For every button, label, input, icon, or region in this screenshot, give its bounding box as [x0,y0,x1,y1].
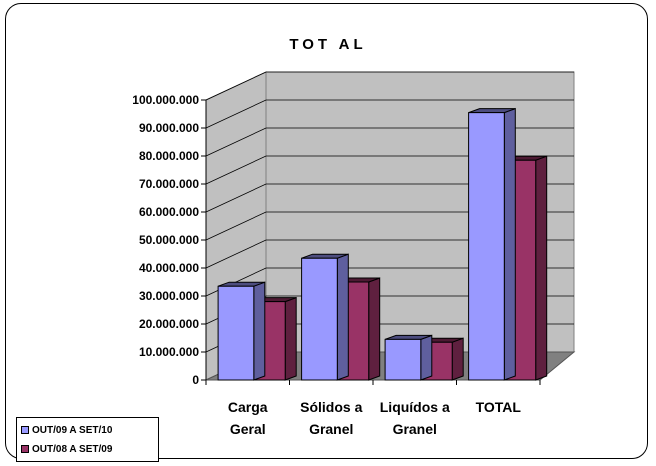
bar-series-1-cat-2 [301,257,338,381]
x-tick-label: Liquídos a [380,399,450,415]
y-tick-label: 30.000.000 [139,289,199,303]
y-tick-label: 10.000.000 [139,345,199,359]
x-tick-label: Sólidos a [300,399,362,415]
bar-series-1-cat-1-side [253,281,266,381]
bar-series-2-cat-1-side [284,296,297,381]
y-tick-label: 40.000.000 [139,261,199,275]
y-tick-label: 0 [192,373,199,387]
legend-label-series-1: OUT/09 A SET/10 [32,424,113,436]
bar-series-1-cat-4 [468,112,505,381]
y-tick-label: 20.000.000 [139,317,199,331]
x-tick-label: Geral [230,421,266,437]
bar-series-2-cat-4-side [535,155,548,381]
x-tick-label: Granel [393,421,437,437]
gridline [205,71,574,101]
y-tick-label: 90.000.000 [139,121,199,135]
x-tick-label: TOTAL [476,399,522,415]
y-tick-label: 70.000.000 [139,177,199,191]
gridline [205,99,574,129]
y-tick-label: 60.000.000 [139,205,199,219]
legend-swatch-series-1 [21,426,29,434]
legend-swatch-series-2 [21,445,29,453]
legend-item-series-1: OUT/09 A SET/10 [21,424,112,436]
legend: OUT/09 A SET/10 OUT/08 A SET/09 [16,417,159,462]
bar-series-1-cat-4-side [503,107,516,381]
bar-series-2-cat-2-side [368,277,381,381]
y-tick-label: 50.000.000 [139,233,199,247]
bar-series-1-cat-2-side [336,253,349,381]
bar-series-1-cat-3 [384,338,422,381]
bar-series-1-cat-3-side [420,334,433,381]
chart-title: TOT AL [289,36,367,53]
x-tick-label: Granel [309,421,353,437]
y-tick-label: 100.000.000 [132,93,199,107]
legend-label-series-2: OUT/08 A SET/09 [32,443,113,455]
legend-item-series-2: OUT/08 A SET/09 [21,443,112,455]
bar-series-2-cat-3-side [451,337,464,381]
bar-series-1-cat-1 [217,285,255,381]
y-tick-label: 80.000.000 [139,149,199,163]
x-tick-label: Carga [228,399,268,415]
